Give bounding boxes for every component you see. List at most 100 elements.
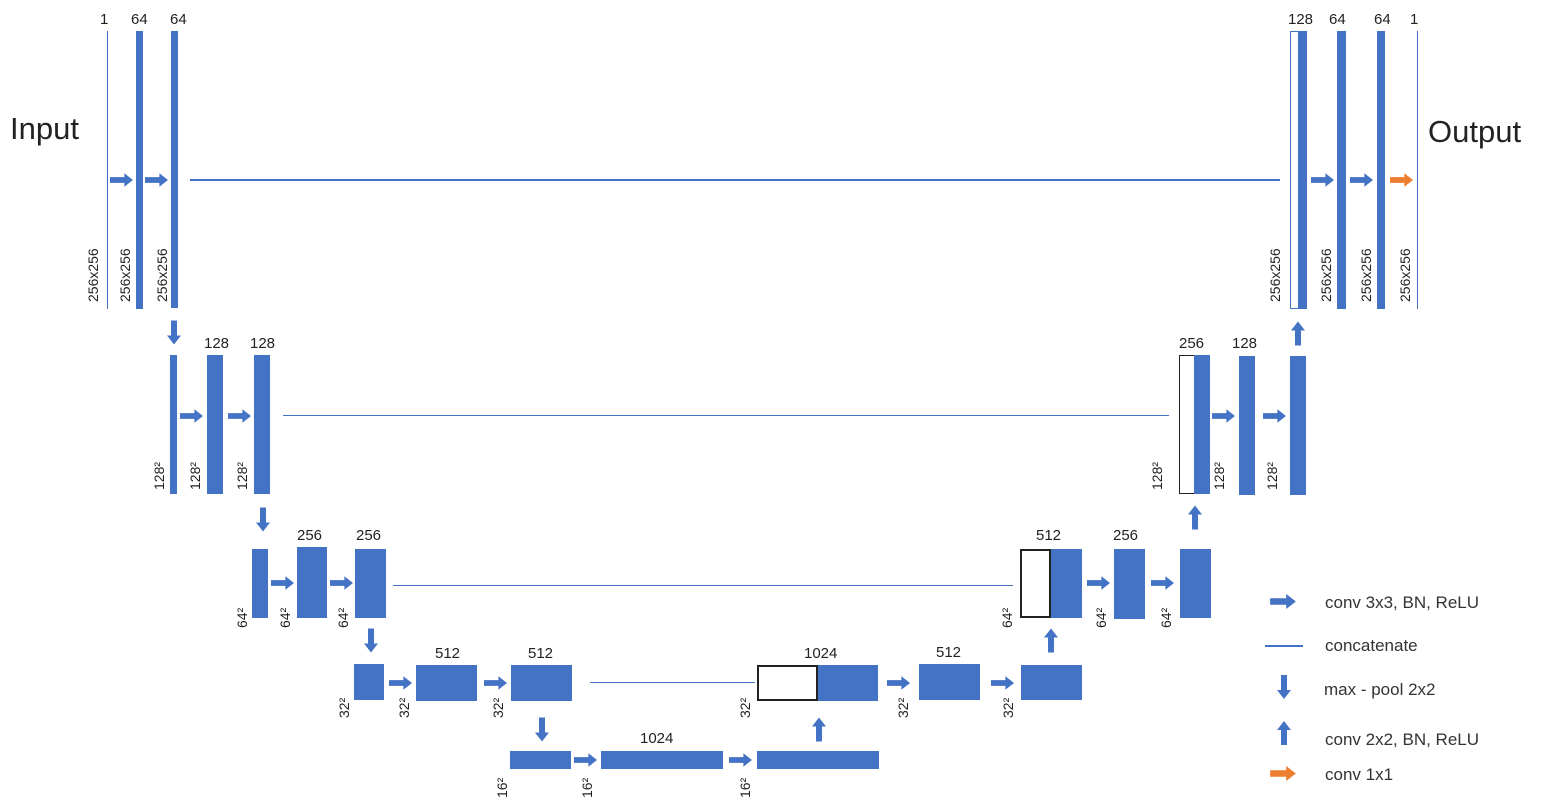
feature-map-enc3-pooled xyxy=(252,549,268,618)
legend-label: concatenate xyxy=(1325,636,1418,655)
skip-connection-level2 xyxy=(283,415,1169,416)
feature-map-dec1b xyxy=(1377,31,1385,309)
upconv-arrow-icon xyxy=(812,715,826,744)
size-label: 32² xyxy=(1000,697,1016,718)
maxpool-arrow-icon xyxy=(256,505,270,534)
channel-label: 64 xyxy=(1329,11,1346,28)
size-label: 64² xyxy=(335,607,351,628)
channel-label: 512 xyxy=(528,645,554,662)
channel-label: 64 xyxy=(131,11,148,28)
upconv-arrow-icon xyxy=(1044,626,1058,655)
feature-map-dec1-up xyxy=(1298,31,1307,309)
channel-label: 1024 xyxy=(804,645,838,662)
conv3x3-arrow-icon xyxy=(389,676,412,690)
feature-map-enc2a xyxy=(207,355,223,494)
input-feature-map xyxy=(107,31,108,309)
concat-skip-half-dec4 xyxy=(757,665,818,701)
output-feature-map xyxy=(1417,31,1418,309)
size-label: 256x256 xyxy=(117,248,133,302)
size-label: 32² xyxy=(336,697,352,718)
feature-map-enc3a xyxy=(297,547,327,618)
conv3x3-arrow-icon xyxy=(729,753,752,767)
feature-map-bottleneck-pooled xyxy=(510,751,571,769)
channel-label: 512 xyxy=(936,644,962,661)
conv3x3-arrow-icon xyxy=(574,753,597,767)
feature-map-dec4b xyxy=(1021,665,1082,700)
concat-skip-half-dec2 xyxy=(1179,355,1195,494)
maxpool-arrow-icon xyxy=(167,318,181,347)
feature-map-dec2a xyxy=(1239,356,1255,495)
size-label: 16² xyxy=(494,777,510,798)
size-label: 64² xyxy=(234,607,250,628)
skip-connection-level1 xyxy=(190,179,1280,181)
feature-map-bottleneck-b xyxy=(757,751,879,769)
feature-map-enc4-pooled xyxy=(354,664,384,700)
feature-map-dec3-up xyxy=(1051,549,1082,618)
size-label: 16² xyxy=(579,777,595,798)
size-label: 256x256 xyxy=(1358,248,1374,302)
size-label: 64² xyxy=(1158,607,1174,628)
feature-map-dec2-up xyxy=(1194,355,1210,494)
legend-label: conv 2x2, BN, ReLU xyxy=(1325,730,1480,749)
maxpool-arrow-icon xyxy=(364,626,378,655)
conv3x3-arrow-icon xyxy=(271,576,294,590)
conv3x3-arrow-icon xyxy=(484,676,507,690)
size-label: 256x256 xyxy=(1397,248,1413,302)
conv3x3-arrow-icon xyxy=(1212,409,1235,423)
feature-map-enc4b xyxy=(511,665,572,701)
feature-map-enc4a xyxy=(416,665,477,701)
conv3x3-arrow-icon xyxy=(887,676,910,690)
size-label: 128² xyxy=(1211,461,1227,490)
skip-connection-level3 xyxy=(393,585,1013,586)
size-label: 64² xyxy=(999,607,1015,628)
size-label: 32² xyxy=(490,697,506,718)
conv3x3-arrow-icon xyxy=(1151,576,1174,590)
conv3x3-arrow-icon xyxy=(330,576,353,590)
feature-map-dec4-up xyxy=(818,665,878,701)
size-label: 128² xyxy=(1149,461,1165,490)
legend-label: max - pool 2x2 xyxy=(1324,680,1436,699)
size-label: 128² xyxy=(151,461,167,490)
upconv-legend-icon xyxy=(1277,719,1291,747)
conv3x3-arrow-icon xyxy=(1311,173,1334,187)
channel-label: 64 xyxy=(1374,11,1391,28)
size-label: 256x256 xyxy=(1267,248,1283,302)
conv3x3-legend-icon xyxy=(1268,594,1298,609)
feature-map-enc3b xyxy=(355,549,386,618)
size-label: 128² xyxy=(187,461,203,490)
size-label: 32² xyxy=(737,697,753,718)
channel-label: 128 xyxy=(1288,11,1314,28)
feature-map-enc2-pooled xyxy=(170,355,177,494)
conv3x3-arrow-icon xyxy=(1087,576,1110,590)
size-label: 128² xyxy=(234,461,250,490)
feature-map-dec4a xyxy=(919,664,980,700)
legend-label: conv 1x1 xyxy=(1325,765,1394,784)
size-label: 16² xyxy=(737,777,753,798)
size-label: 256x256 xyxy=(1318,248,1334,302)
size-label: 64² xyxy=(1093,607,1109,628)
conv3x3-arrow-icon xyxy=(180,409,203,423)
feature-map-dec2b xyxy=(1290,356,1306,495)
channel-label: 256 xyxy=(356,527,382,544)
concatenate-legend-icon xyxy=(1265,645,1303,647)
output-label: Output xyxy=(1428,114,1522,149)
feature-map-enc1b xyxy=(171,31,178,308)
channel-label: 128 xyxy=(250,335,276,352)
conv3x3-arrow-icon xyxy=(1263,409,1286,423)
channel-label: 1024 xyxy=(640,730,674,747)
conv3x3-arrow-icon xyxy=(228,409,251,423)
size-label: 128² xyxy=(1264,461,1280,490)
maxpool-arrow-icon xyxy=(535,715,549,744)
upconv-arrow-icon xyxy=(1188,503,1202,532)
conv3x3-arrow-icon xyxy=(991,676,1014,690)
channel-label: 256 xyxy=(297,527,323,544)
conv3x3-arrow-icon xyxy=(1350,173,1373,187)
conv3x3-arrow-icon xyxy=(110,173,133,187)
channel-label: 512 xyxy=(1036,527,1062,544)
channel-label: 128 xyxy=(204,335,230,352)
channel-label: 512 xyxy=(435,645,461,662)
conv1x1-arrow-icon xyxy=(1390,173,1413,187)
feature-map-dec3b xyxy=(1180,549,1211,618)
feature-map-enc1a xyxy=(136,31,143,309)
